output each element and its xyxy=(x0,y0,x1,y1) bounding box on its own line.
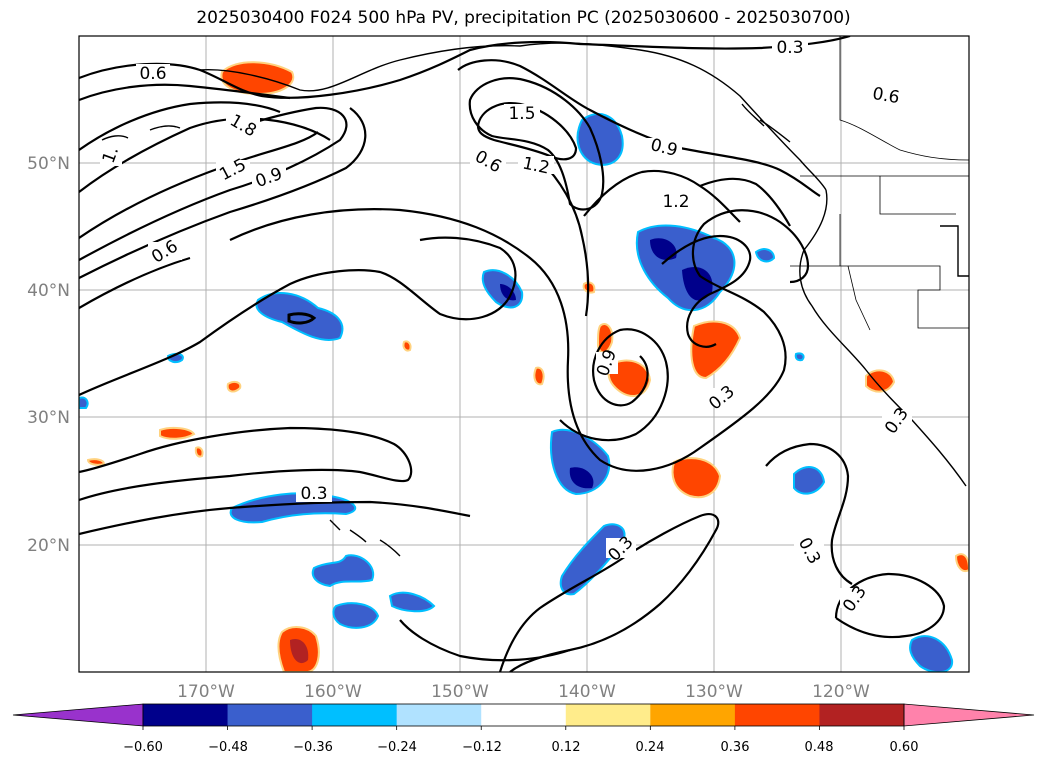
svg-text:1.5: 1.5 xyxy=(508,104,535,124)
precip-negative-areas xyxy=(79,112,954,672)
colorbar-segment xyxy=(734,704,820,726)
precip-blob xyxy=(754,248,776,263)
svg-text:1.: 1. xyxy=(99,144,123,166)
precip-blob xyxy=(220,61,295,96)
precip-blob xyxy=(682,266,713,301)
colorbar-tick-label: 0.60 xyxy=(890,740,919,755)
colorbar-segment xyxy=(227,704,313,726)
precip-blob xyxy=(865,369,896,393)
contour-label: 0.6 xyxy=(136,64,170,84)
contour-label: 1.2 xyxy=(658,192,694,212)
colorbar-segment xyxy=(819,704,905,726)
lat-label: 50°N xyxy=(27,154,70,174)
lon-label: 160°W xyxy=(304,682,362,702)
colorbar-tick-label: −0.60 xyxy=(123,740,163,755)
lat-label: 30°N xyxy=(27,408,70,428)
precip-blob xyxy=(290,638,309,664)
contour-label: 1.5 xyxy=(504,104,540,124)
precip-blob xyxy=(500,284,516,301)
precip-blob xyxy=(569,467,594,489)
colorbar-tick-label: 0.36 xyxy=(721,740,750,755)
precip-blob xyxy=(794,352,805,362)
precip-blob xyxy=(607,359,652,397)
colorbar-segment xyxy=(565,704,651,726)
colorbar-tick-label: −0.12 xyxy=(462,740,502,755)
precip-blob xyxy=(255,292,344,341)
latitude-labels: 50°N 40°N 30°N 20°N xyxy=(27,154,70,556)
precip-blob xyxy=(909,635,954,672)
lon-label: 130°W xyxy=(685,682,743,702)
lat-label: 20°N xyxy=(27,536,70,556)
colorbar-tick-label: 0.48 xyxy=(805,740,834,755)
precip-blob xyxy=(954,553,969,572)
svg-text:0.3: 0.3 xyxy=(776,38,803,58)
longitude-labels: 170°W 160°W 150°W 140°W 130°W 120°W xyxy=(177,682,870,702)
lat-label: 40°N xyxy=(27,281,70,301)
colorbar-segment xyxy=(143,704,229,726)
svg-text:0.3: 0.3 xyxy=(300,484,327,504)
precip-blob xyxy=(533,366,545,386)
precip-blob xyxy=(332,602,380,629)
contour-label: 0.9 xyxy=(593,347,621,379)
contour-label: 0.3 xyxy=(772,38,808,58)
precip-blob xyxy=(671,457,722,499)
map-area xyxy=(79,36,969,672)
political-borders xyxy=(790,36,969,331)
precip-blob xyxy=(690,320,742,380)
colorbar-segment xyxy=(396,704,482,726)
precip-blob xyxy=(650,238,677,260)
precip-blob xyxy=(79,396,89,409)
colorbar-ticks: −0.60 −0.48 −0.36 −0.24 −0.12 0.12 0.24 … xyxy=(123,740,918,755)
contour-label: 1.2 xyxy=(518,153,554,179)
lon-label: 170°W xyxy=(177,682,235,702)
colorbar-tick-label: −0.36 xyxy=(293,740,333,755)
svg-text:0.6: 0.6 xyxy=(139,64,166,84)
lon-label: 120°W xyxy=(812,682,870,702)
colorbar-tick-label: 0.24 xyxy=(636,740,665,755)
colorbar-frame xyxy=(142,703,905,727)
precip-blob xyxy=(159,426,196,440)
svg-text:1.2: 1.2 xyxy=(662,192,689,212)
precip-blob xyxy=(86,458,106,466)
colorbar-tick-label: −0.24 xyxy=(377,740,417,755)
contour-label: 0.6 xyxy=(868,84,904,108)
precip-positive-areas xyxy=(86,61,969,672)
contour-label: 0.3 xyxy=(296,484,332,504)
precip-blob xyxy=(194,446,204,458)
svg-text:0.6: 0.6 xyxy=(871,84,901,108)
precip-blob xyxy=(402,340,412,352)
precip-blob xyxy=(793,466,826,495)
colorbar-tick-label: 0.12 xyxy=(552,740,581,755)
contour-label: 1. xyxy=(99,144,123,166)
colorbar-segment xyxy=(650,704,736,726)
contour-label: 0.9 xyxy=(252,164,286,192)
precip-blob xyxy=(226,380,242,393)
colorbar xyxy=(12,703,1035,730)
colorbar-segment xyxy=(481,704,567,726)
precip-blob xyxy=(388,591,436,613)
lon-label: 140°W xyxy=(558,682,616,702)
colorbar-tick-label: −0.48 xyxy=(208,740,248,755)
map-title: 2025030400 F024 500 hPa PV, precipitatio… xyxy=(196,8,851,28)
colorbar-extend-min xyxy=(12,703,144,727)
precip-blob xyxy=(311,554,375,588)
contour-label: 0.9 xyxy=(646,135,682,161)
colorbar-segment xyxy=(312,704,398,726)
lon-label: 150°W xyxy=(431,682,489,702)
map-frame xyxy=(78,35,970,673)
colorbar-extend-max xyxy=(903,703,1035,727)
